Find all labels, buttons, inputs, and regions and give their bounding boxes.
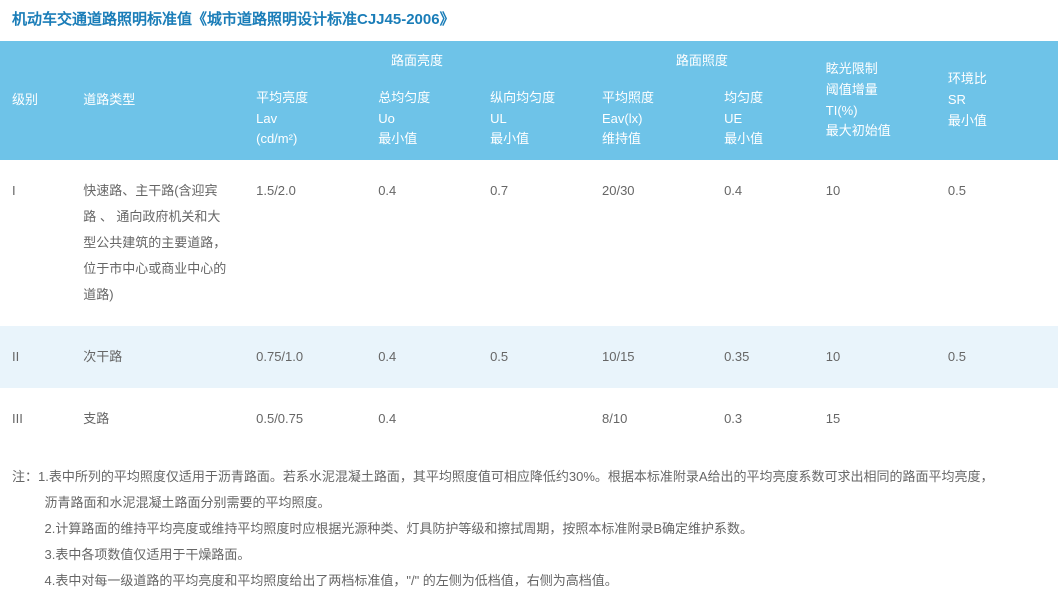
header-sr: 环境比SR最小值 xyxy=(936,41,1058,160)
cell-eav: 20/30 xyxy=(590,160,712,326)
notes-prefix: 注： xyxy=(12,469,38,484)
cell-sr xyxy=(936,388,1058,450)
cell-lav: 0.75/1.0 xyxy=(244,326,366,388)
table-row: III 支路 0.5/0.75 0.4 8/10 0.3 15 xyxy=(0,388,1058,450)
cell-roadtype: 支路 xyxy=(71,388,244,450)
cell-level: III xyxy=(0,388,71,450)
page-title: 机动车交通道路照明标准值《城市道路照明设计标准CJJ45-2006》 xyxy=(0,0,1058,41)
notes-section: 注：1.表中所列的平均照度仅适用于沥青路面。若系水泥混凝土路面，其平均照度值可相… xyxy=(0,450,1058,608)
cell-ti: 10 xyxy=(814,326,936,388)
cell-level: II xyxy=(0,326,71,388)
note-line: 沥青路面和水泥混凝土路面分别需要的平均照度。 xyxy=(12,490,1046,516)
cell-ue: 0.35 xyxy=(712,326,814,388)
cell-lav: 0.5/0.75 xyxy=(244,388,366,450)
cell-roadtype: 次干路 xyxy=(71,326,244,388)
header-ue: 均匀度UE最小值 xyxy=(712,78,814,160)
note-line: 4.表中对每一级道路的平均亮度和平均照度给出了两档标准值，"/" 的左侧为低档值… xyxy=(12,568,1046,594)
header-eav: 平均照度Eav(lx)维持值 xyxy=(590,78,712,160)
header-group-luminance: 路面亮度 xyxy=(244,41,590,78)
table-row: I 快速路、主干路(含迎宾 路 、 通向政府机关和大型公共建筑的主要道路，位于市… xyxy=(0,160,1058,326)
header-lav: 平均亮度Lav(cd/m²) xyxy=(244,78,366,160)
table-row: II 次干路 0.75/1.0 0.4 0.5 10/15 0.35 10 0.… xyxy=(0,326,1058,388)
header-ti: 眩光限制阈值增量TI(%)最大初始值 xyxy=(814,41,936,160)
cell-ul xyxy=(478,388,590,450)
cell-eav: 8/10 xyxy=(590,388,712,450)
cell-sr: 0.5 xyxy=(936,160,1058,326)
header-ul: 纵向均匀度UL最小值 xyxy=(478,78,590,160)
cell-sr: 0.5 xyxy=(936,326,1058,388)
cell-uo: 0.4 xyxy=(366,388,478,450)
header-uo: 总均匀度Uo最小值 xyxy=(366,78,478,160)
cell-level: I xyxy=(0,160,71,326)
cell-ul: 0.5 xyxy=(478,326,590,388)
cell-ue: 0.3 xyxy=(712,388,814,450)
cell-ti: 10 xyxy=(814,160,936,326)
cell-ti: 15 xyxy=(814,388,936,450)
note-line: 3.表中各项数值仅适用于干燥路面。 xyxy=(12,542,1046,568)
header-group-illuminance: 路面照度 xyxy=(590,41,814,78)
cell-uo: 0.4 xyxy=(366,160,478,326)
cell-lav: 1.5/2.0 xyxy=(244,160,366,326)
standards-table: 级别 道路类型 路面亮度 路面照度 眩光限制阈值增量TI(%)最大初始值 环境比… xyxy=(0,41,1058,450)
cell-roadtype: 快速路、主干路(含迎宾 路 、 通向政府机关和大型公共建筑的主要道路，位于市中心… xyxy=(71,160,244,326)
cell-ue: 0.4 xyxy=(712,160,814,326)
note-text: 1.表中所列的平均照度仅适用于沥青路面。若系水泥混凝土路面，其平均照度值可相应降… xyxy=(38,469,994,484)
header-level: 级别 xyxy=(0,41,71,160)
cell-ul: 0.7 xyxy=(478,160,590,326)
cell-uo: 0.4 xyxy=(366,326,478,388)
cell-eav: 10/15 xyxy=(590,326,712,388)
note-line: 2.计算路面的维持平均亮度或维持平均照度时应根据光源种类、灯具防护等级和擦拭周期… xyxy=(12,516,1046,542)
header-roadtype: 道路类型 xyxy=(71,41,244,160)
note-line: 注：1.表中所列的平均照度仅适用于沥青路面。若系水泥混凝土路面，其平均照度值可相… xyxy=(12,464,1046,490)
table-header: 级别 道路类型 路面亮度 路面照度 眩光限制阈值增量TI(%)最大初始值 环境比… xyxy=(0,41,1058,160)
table-body: I 快速路、主干路(含迎宾 路 、 通向政府机关和大型公共建筑的主要道路，位于市… xyxy=(0,160,1058,450)
